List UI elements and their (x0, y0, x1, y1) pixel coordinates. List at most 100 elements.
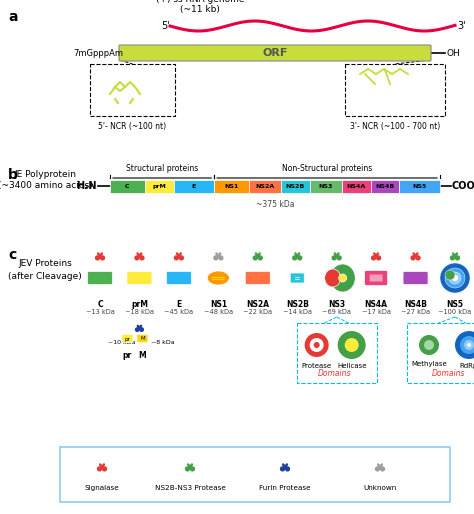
Circle shape (419, 335, 439, 355)
FancyBboxPatch shape (370, 274, 383, 282)
Text: NS4B: NS4B (404, 300, 427, 309)
Text: M: M (138, 351, 146, 360)
Text: H₂N: H₂N (76, 181, 97, 191)
Text: NS1: NS1 (224, 184, 239, 189)
FancyBboxPatch shape (214, 180, 249, 193)
FancyBboxPatch shape (249, 180, 281, 193)
Text: COOH: COOH (452, 181, 474, 191)
Text: OH: OH (447, 48, 461, 58)
Circle shape (424, 340, 434, 350)
Text: E: E (176, 300, 182, 309)
FancyBboxPatch shape (342, 180, 371, 193)
Text: JEV Proteins
(after Cleavage): JEV Proteins (after Cleavage) (8, 259, 82, 281)
FancyBboxPatch shape (281, 180, 310, 193)
Circle shape (464, 340, 474, 350)
Text: ~22 kDa: ~22 kDa (243, 309, 273, 315)
Text: Protease: Protease (301, 363, 332, 369)
Text: ~69 kDa: ~69 kDa (322, 309, 351, 315)
Circle shape (440, 263, 470, 293)
Text: Signalase: Signalase (85, 485, 119, 491)
FancyBboxPatch shape (127, 271, 152, 285)
Text: pr: pr (123, 351, 132, 360)
Text: C: C (97, 300, 103, 309)
Text: ~18 kDa: ~18 kDa (125, 309, 154, 315)
FancyBboxPatch shape (400, 180, 440, 193)
FancyBboxPatch shape (88, 271, 112, 285)
Circle shape (467, 343, 471, 347)
Text: NS3: NS3 (319, 184, 333, 189)
FancyBboxPatch shape (110, 180, 145, 193)
FancyBboxPatch shape (119, 45, 431, 61)
FancyBboxPatch shape (407, 323, 474, 383)
FancyBboxPatch shape (345, 64, 445, 116)
Circle shape (337, 331, 365, 359)
Text: ~27 kDa: ~27 kDa (401, 309, 430, 315)
Text: ~375 kDa: ~375 kDa (256, 200, 294, 209)
FancyBboxPatch shape (245, 271, 270, 285)
Circle shape (445, 270, 455, 280)
FancyBboxPatch shape (145, 180, 173, 193)
Text: ~100 kDa: ~100 kDa (438, 309, 472, 315)
FancyBboxPatch shape (371, 180, 400, 193)
FancyBboxPatch shape (60, 447, 450, 502)
Text: ~48 kDa: ~48 kDa (204, 309, 233, 315)
Text: Domains: Domains (432, 369, 466, 378)
FancyBboxPatch shape (173, 180, 214, 193)
FancyBboxPatch shape (310, 180, 342, 193)
Circle shape (445, 268, 465, 288)
Ellipse shape (325, 269, 341, 287)
Text: 3'- NCR (~100 - 700 nt): 3'- NCR (~100 - 700 nt) (350, 122, 440, 131)
Text: (+) ss RNA genome
(~11 kb): (+) ss RNA genome (~11 kb) (156, 0, 244, 14)
Text: NS2A: NS2A (246, 300, 269, 309)
Text: c: c (8, 248, 16, 262)
Text: Helicase: Helicase (337, 363, 366, 369)
Text: Structural proteins: Structural proteins (126, 164, 198, 173)
Circle shape (314, 342, 319, 348)
Text: ~45 kDa: ~45 kDa (164, 309, 193, 315)
Text: ORF: ORF (262, 48, 288, 58)
Text: JE Polyprotein
(~3400 amino acids): JE Polyprotein (~3400 amino acids) (0, 170, 92, 190)
Text: NS2B: NS2B (286, 300, 309, 309)
Circle shape (338, 274, 346, 282)
Text: ~13 kDa: ~13 kDa (86, 309, 114, 315)
FancyBboxPatch shape (137, 335, 148, 342)
Circle shape (449, 272, 461, 284)
Text: 7mGpppAm: 7mGpppAm (73, 48, 123, 58)
Text: NS4B: NS4B (375, 184, 395, 189)
Text: RdRp: RdRp (460, 363, 474, 369)
Text: NS2B: NS2B (286, 184, 305, 189)
Text: Methylase: Methylase (411, 361, 447, 367)
Text: NS5: NS5 (412, 184, 427, 189)
Text: Non-Structural proteins: Non-Structural proteins (282, 164, 372, 173)
FancyBboxPatch shape (403, 271, 428, 285)
Text: Domains: Domains (318, 369, 351, 378)
Text: NS3: NS3 (328, 300, 345, 309)
Text: NS4A: NS4A (365, 300, 388, 309)
Circle shape (460, 336, 474, 354)
Text: ~10 kDa: ~10 kDa (108, 340, 135, 345)
Circle shape (310, 338, 324, 352)
Text: ~14 kDa: ~14 kDa (283, 309, 312, 315)
Text: NS2B-NS3 Protease: NS2B-NS3 Protease (155, 485, 226, 491)
Text: Unknown: Unknown (364, 485, 397, 491)
Ellipse shape (330, 264, 356, 292)
Text: 5'- NCR (~100 nt): 5'- NCR (~100 nt) (99, 122, 166, 131)
Text: M: M (140, 337, 145, 341)
Circle shape (452, 275, 458, 281)
Text: 3': 3' (457, 21, 465, 31)
Text: 5': 5' (161, 21, 170, 31)
Ellipse shape (207, 271, 229, 285)
Text: ~17 kDa: ~17 kDa (362, 309, 391, 315)
Text: pr: pr (125, 337, 130, 341)
FancyBboxPatch shape (290, 273, 304, 283)
Text: b: b (8, 168, 18, 182)
Text: NS4A: NS4A (346, 184, 365, 189)
Text: a: a (8, 10, 18, 24)
FancyBboxPatch shape (166, 271, 191, 285)
FancyBboxPatch shape (90, 64, 175, 116)
FancyBboxPatch shape (297, 323, 377, 383)
Text: NS5: NS5 (447, 300, 464, 309)
Text: prM: prM (152, 184, 166, 189)
Text: NS2A: NS2A (255, 184, 274, 189)
Text: NS1: NS1 (210, 300, 227, 309)
